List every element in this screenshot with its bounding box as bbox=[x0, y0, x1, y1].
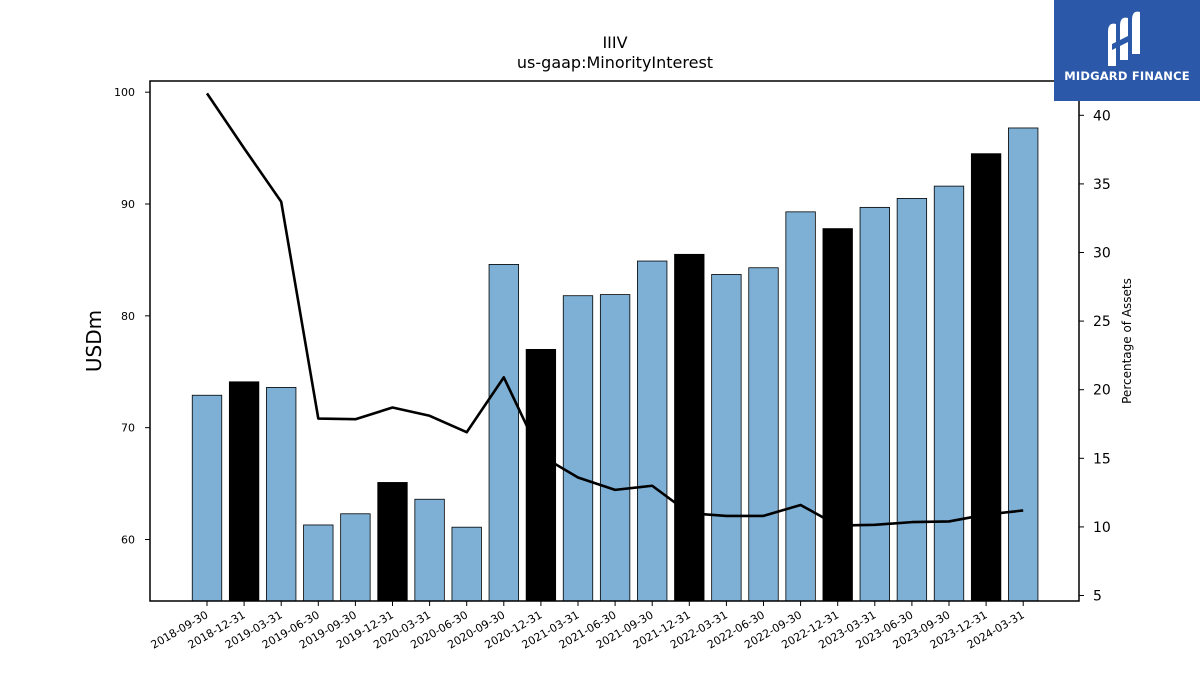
bar-2021-03-31 bbox=[562, 295, 594, 602]
line-group bbox=[205, 92, 1024, 527]
bar-2023-03-31 bbox=[859, 206, 890, 602]
chart-subtitle: us-gaap:MinorityInterest bbox=[517, 53, 713, 72]
y-axis-left: 60 70 80 90 100 bbox=[114, 86, 150, 546]
bar-2021-12-31 bbox=[674, 253, 705, 602]
bar-2022-09-30 bbox=[785, 211, 816, 602]
y-tick-label: 90 bbox=[121, 198, 135, 211]
y2-tick-label: 15 bbox=[1093, 451, 1111, 467]
bar-2019-09-30 bbox=[340, 513, 371, 602]
bar-2022-12-31 bbox=[822, 228, 853, 602]
bar-2019-06-30 bbox=[303, 524, 334, 602]
bar-2019-03-31 bbox=[266, 387, 297, 602]
x-axis: 2018-09-302018-12-312019-03-312019-06-30… bbox=[149, 601, 1027, 652]
y2-tick-label: 10 bbox=[1093, 520, 1111, 536]
logo-mark-icon bbox=[1108, 11, 1140, 66]
bar-2022-06-30 bbox=[748, 267, 779, 602]
bar-2018-12-31 bbox=[228, 381, 260, 602]
y2-tick-label: 5 bbox=[1093, 589, 1102, 605]
bar-2020-06-30 bbox=[451, 526, 482, 602]
logo: MIDGARD FINANCE bbox=[1054, 0, 1200, 101]
plot-frame bbox=[149, 80, 1080, 602]
chart-title: IIIV bbox=[602, 33, 627, 52]
bar-2023-09-30 bbox=[933, 185, 965, 602]
bars-group bbox=[191, 127, 1039, 602]
bar-2023-12-31 bbox=[970, 153, 1002, 602]
y-axis-right: 5 10 15 20 25 30 35 40 bbox=[1079, 108, 1111, 605]
y2-tick-label: 20 bbox=[1093, 383, 1111, 399]
bar-2020-09-30 bbox=[488, 263, 519, 602]
y-tick-label: 60 bbox=[121, 533, 135, 546]
y-axis-label-right: Percentage of Assets bbox=[1120, 278, 1134, 404]
percentage-line bbox=[205, 92, 1024, 527]
bar-2022-03-31 bbox=[711, 274, 742, 602]
bar-2020-03-31 bbox=[414, 498, 445, 602]
bar-2024-03-31 bbox=[1008, 127, 1039, 602]
logo-text: MIDGARD FINANCE bbox=[1064, 69, 1190, 83]
bar-2021-09-30 bbox=[637, 260, 668, 602]
y2-tick-label: 35 bbox=[1093, 177, 1111, 193]
y-tick-label: 80 bbox=[121, 310, 135, 323]
bar-2023-06-30 bbox=[896, 198, 928, 602]
y-axis-label-left: USDm bbox=[82, 310, 106, 372]
bar-2019-12-31 bbox=[377, 482, 408, 602]
bar-2018-09-30 bbox=[191, 394, 223, 602]
y2-tick-label: 40 bbox=[1093, 108, 1111, 124]
bar-2020-12-31 bbox=[525, 348, 557, 602]
y-tick-label: 100 bbox=[114, 86, 135, 99]
y2-tick-label: 25 bbox=[1093, 314, 1111, 330]
y-tick-label: 70 bbox=[121, 422, 135, 435]
y2-tick-label: 30 bbox=[1093, 246, 1111, 262]
bar-2021-06-30 bbox=[599, 294, 631, 602]
